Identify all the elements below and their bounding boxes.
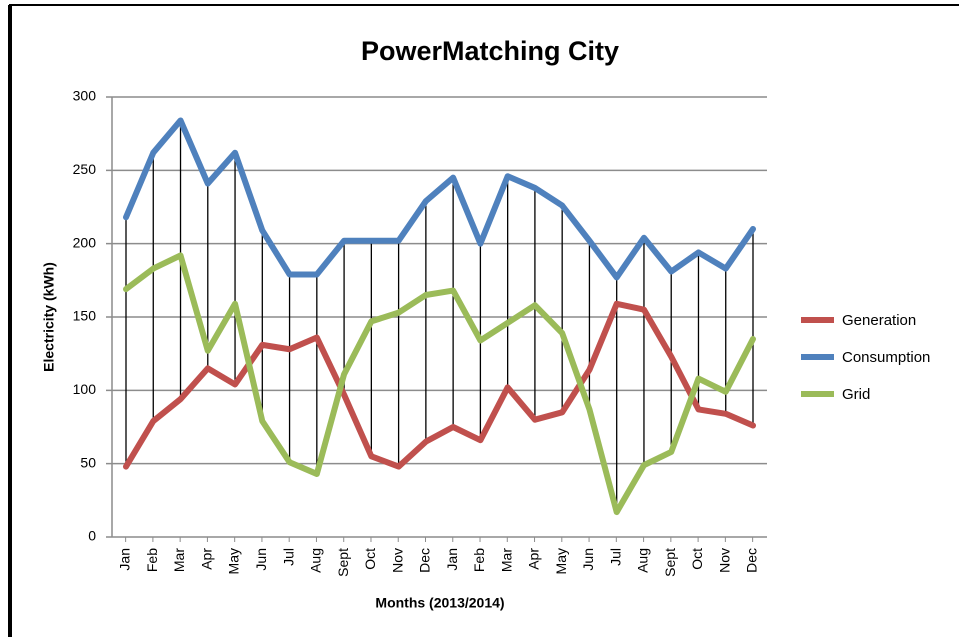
y-tick-label: 250: [73, 161, 97, 177]
series-line: [123, 252, 756, 516]
x-tick-label: Jun: [253, 548, 269, 571]
x-tick-label: Jul: [607, 548, 623, 566]
legend-label: Generation: [842, 312, 916, 329]
x-tick-label: May: [226, 548, 242, 574]
series-line: [123, 300, 756, 470]
x-tick-label: Oct: [689, 548, 705, 570]
x-tick-label: Apr: [526, 548, 542, 570]
series-line: [123, 117, 756, 281]
x-tick-label: May: [553, 548, 569, 574]
x-axis-label: Months (2013/2014): [375, 595, 504, 611]
x-tick-label: Mar: [498, 548, 514, 572]
chart-title: PowerMatching City: [361, 36, 619, 66]
x-tick-label: Sept: [335, 548, 351, 577]
legend-label: Grid: [842, 386, 870, 403]
x-tick-label: Sept: [662, 548, 678, 577]
x-tick-label: Dec: [417, 548, 433, 573]
y-tick-label: 100: [73, 381, 97, 397]
y-tick-label: 150: [73, 308, 97, 324]
y-tick-label: 200: [73, 234, 97, 250]
x-tick-label: Jan: [444, 548, 460, 571]
x-tick-label: Mar: [171, 548, 187, 572]
x-tick-label: Feb: [144, 548, 160, 572]
x-tick-label: Feb: [471, 548, 487, 572]
x-tick-label: Aug: [635, 548, 651, 573]
y-tick-label: 50: [80, 454, 96, 470]
x-tick-label: Dec: [744, 548, 760, 573]
y-axis-label: Electricity (kWh): [41, 262, 57, 372]
x-tick-label: Nov: [389, 548, 405, 573]
y-tick-label: 0: [88, 528, 96, 544]
frame: [9, 4, 959, 637]
x-tick-label: Aug: [308, 548, 324, 573]
x-tick-label: Apr: [198, 548, 214, 570]
legend-label: Consumption: [842, 349, 930, 366]
x-tick-label: Jan: [117, 548, 133, 571]
x-tick-label: Jun: [580, 548, 596, 571]
x-tick-label: Jul: [280, 548, 296, 566]
x-tick-label: Nov: [716, 548, 732, 573]
x-tick-label: Oct: [362, 548, 378, 570]
y-tick-label: 300: [73, 88, 97, 104]
